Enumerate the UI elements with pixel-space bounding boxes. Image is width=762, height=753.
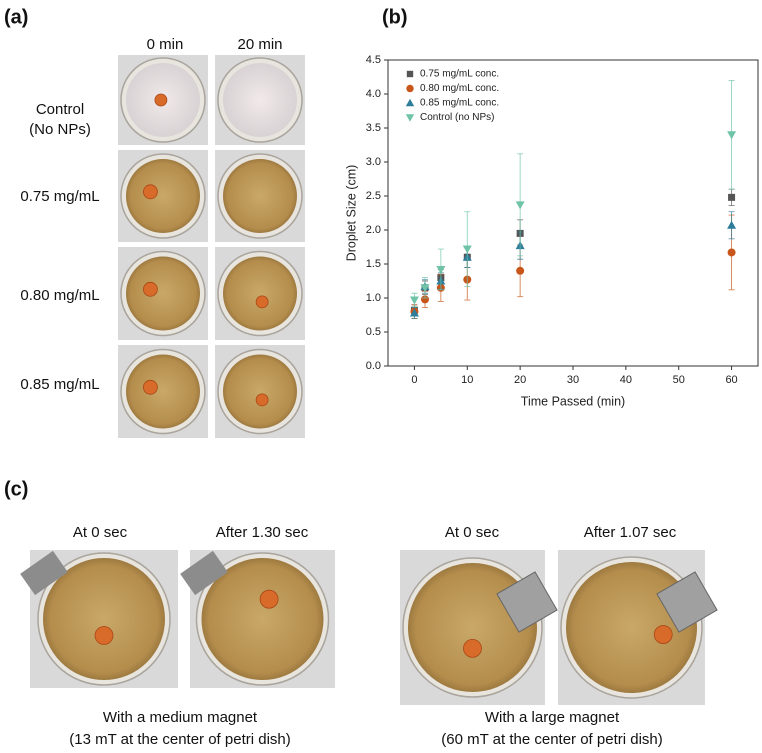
x-tick-label: 60 [725, 374, 737, 386]
legend-marker [405, 98, 415, 107]
photos [20, 55, 718, 705]
petri-liquid [126, 159, 200, 233]
row-label: 0.80 mg/mL [20, 287, 99, 304]
droplet [142, 379, 158, 395]
x-tick-label: 30 [567, 374, 579, 386]
petri-liquid [223, 256, 297, 331]
petri-liquid [126, 354, 200, 429]
marker [420, 284, 430, 293]
column-heading: 20 min [237, 36, 282, 53]
marker [727, 220, 737, 229]
legend-label: 0.80 mg/mL conc. [420, 83, 499, 94]
legend-marker [405, 114, 415, 122]
caption: (60 mT at the center of petri dish) [441, 731, 663, 748]
y-tick-label: 1.5 [366, 258, 381, 270]
y-tick-label: 0.0 [366, 360, 381, 372]
marker [727, 131, 737, 140]
petri-liquid [223, 354, 297, 429]
caption: With a medium magnet [103, 709, 258, 726]
x-tick-label: 10 [461, 374, 473, 386]
marker [462, 245, 472, 254]
legend-label: Control (no NPs) [420, 112, 494, 123]
y-tick-label: 1.0 [366, 292, 381, 304]
droplet [463, 638, 482, 658]
marker [728, 193, 736, 201]
petri-liquid [223, 159, 297, 233]
panel-label: (b) [382, 6, 408, 28]
caption: (13 mT at the center of petri dish) [69, 731, 291, 748]
x-tick-label: 0 [411, 374, 417, 386]
droplet [142, 184, 158, 200]
y-tick-label: 0.5 [366, 326, 381, 338]
x-axis-label: Time Passed (min) [521, 394, 625, 408]
row-label: 0.75 mg/mL [20, 188, 99, 205]
caption: With a large magnet [485, 709, 620, 726]
droplet [653, 625, 673, 644]
y-tick-label: 4.5 [366, 54, 381, 66]
droplet [154, 93, 168, 107]
column-heading: 0 min [147, 36, 184, 53]
frame-label: After 1.30 sec [216, 524, 309, 541]
marker [409, 296, 419, 305]
marker [516, 266, 525, 275]
legend-marker [406, 70, 414, 78]
row-label: 0.85 mg/mL [20, 376, 99, 393]
chart: 0.0 0.5 1.0 1.5 2.0 2.5 3.0 3.5 4.0 4.5 0 10 20 30 40 5… [344, 54, 759, 408]
legend-label: 0.75 mg/mL conc. [420, 69, 499, 80]
y-tick-label: 2.5 [366, 190, 381, 202]
y-tick-label: 3.0 [366, 156, 381, 168]
petri-liquid [223, 63, 297, 137]
petri-liquid [201, 558, 324, 680]
droplet [255, 393, 269, 407]
droplet [94, 626, 114, 645]
magnet [20, 550, 68, 596]
x-tick-label: 50 [673, 374, 685, 386]
marker [409, 308, 419, 317]
magnet [656, 571, 718, 633]
y-tick-label: 3.5 [366, 122, 381, 134]
droplet [255, 295, 269, 309]
droplet [142, 281, 158, 297]
row-label: (No NPs) [29, 121, 91, 138]
y-axis-label: Droplet Size (cm) [344, 165, 358, 262]
marker [727, 248, 736, 257]
legend-marker [406, 84, 414, 93]
petri-liquid [126, 256, 200, 331]
y-tick-label: 2.0 [366, 224, 381, 236]
row-label: Control [36, 101, 84, 118]
frame-label: At 0 sec [73, 524, 128, 541]
y-tick-label: 4.0 [366, 88, 381, 100]
frame-label: At 0 sec [445, 524, 500, 541]
magnet [496, 571, 558, 633]
x-tick-label: 20 [514, 374, 526, 386]
marker [436, 265, 446, 274]
legend-label: 0.85 mg/mL conc. [420, 98, 499, 109]
droplet [259, 589, 279, 609]
marker [515, 201, 525, 210]
panel-label: (a) [4, 6, 28, 28]
frame-label: After 1.07 sec [584, 524, 677, 541]
magnet [180, 550, 228, 596]
petri-liquid [43, 558, 165, 680]
x-tick-label: 40 [620, 374, 632, 386]
panel-label: (c) [4, 478, 28, 500]
marker [421, 295, 429, 304]
